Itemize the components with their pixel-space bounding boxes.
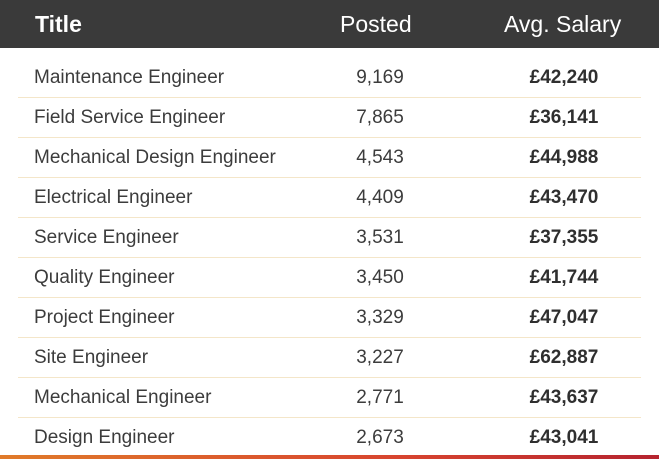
avg-salary: £43,637: [529, 387, 599, 408]
table-row: Design Engineer 2,673 £43,041: [18, 418, 641, 457]
job-title: Mechanical Design Engineer: [34, 147, 276, 168]
avg-salary: £41,744: [529, 267, 599, 288]
posted-count: 3,531: [356, 227, 404, 248]
avg-salary: £47,047: [529, 307, 599, 328]
table-row: Maintenance Engineer 9,169 £42,240: [18, 58, 641, 98]
avg-salary: £42,240: [529, 67, 599, 88]
accent-bar: [0, 455, 659, 459]
posted-count: 2,771: [356, 387, 404, 408]
header-posted: Posted: [340, 11, 412, 37]
posted-count: 7,865: [356, 107, 404, 128]
job-title: Field Service Engineer: [34, 107, 226, 128]
job-title: Design Engineer: [34, 427, 175, 448]
posted-count: 9,169: [356, 67, 404, 88]
avg-salary: £43,470: [529, 187, 599, 208]
header-avg-salary: Avg. Salary: [504, 11, 622, 37]
avg-salary: £37,355: [529, 227, 599, 248]
posted-count: 4,543: [356, 147, 404, 168]
avg-salary: £62,887: [529, 347, 599, 368]
table-row: Project Engineer 3,329 £47,047: [18, 298, 641, 338]
avg-salary: £43,041: [529, 427, 599, 448]
avg-salary: £36,141: [529, 107, 599, 128]
table-row: Mechanical Design Engineer 4,543 £44,988: [18, 138, 641, 178]
table-row: Electrical Engineer 4,409 £43,470: [18, 178, 641, 218]
posted-count: 3,227: [356, 347, 404, 368]
posted-count: 2,673: [356, 427, 404, 448]
table-row: Field Service Engineer 7,865 £36,141: [18, 98, 641, 138]
table-body: Maintenance Engineer 9,169 £42,240 Field…: [0, 58, 659, 457]
job-title: Maintenance Engineer: [34, 67, 225, 88]
table-header: Title Posted Avg. Salary: [0, 0, 659, 48]
job-title: Mechanical Engineer: [34, 387, 212, 408]
job-title: Site Engineer: [34, 347, 149, 368]
table-row: Quality Engineer 3,450 £41,744: [18, 258, 641, 298]
header-title: Title: [35, 11, 82, 37]
avg-salary: £44,988: [529, 147, 599, 168]
table-row: Service Engineer 3,531 £37,355: [18, 218, 641, 258]
posted-count: 3,329: [356, 307, 404, 328]
table-row: Site Engineer 3,227 £62,887: [18, 338, 641, 378]
posted-count: 4,409: [356, 187, 404, 208]
table-row: Mechanical Engineer 2,771 £43,637: [18, 378, 641, 418]
job-title: Quality Engineer: [34, 267, 175, 288]
job-title: Electrical Engineer: [34, 187, 193, 208]
job-title: Project Engineer: [34, 307, 175, 328]
job-title: Service Engineer: [34, 227, 179, 248]
posted-count: 3,450: [356, 267, 404, 288]
